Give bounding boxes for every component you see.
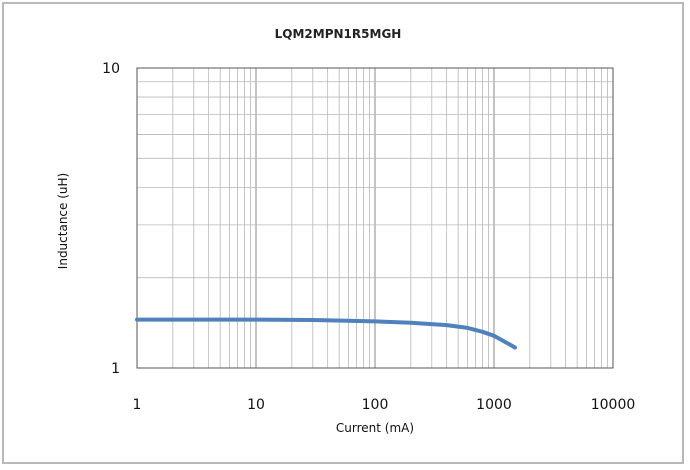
y-tick-label: 1 [111,361,120,377]
x-tick-labels: 1 10 100 1000 10000 [133,397,636,413]
chart-frame [2,2,684,464]
x-tick-label: 1000 [476,397,512,413]
x-tick-label: 100 [362,397,389,413]
x-axis-label: Current (mA) [336,421,414,435]
x-tick-label: 1 [133,397,142,413]
plot-border [136,67,614,369]
x-tick-label: 10 [247,397,265,413]
y-axis-label: Inductance (uH) [56,173,70,269]
series-line [135,317,517,350]
y-tick-label: 10 [102,61,120,77]
y-tick-labels: 1 10 [102,61,120,377]
chart-title: LQM2MPN1R5MGH [275,27,402,41]
x-tick-label: 10000 [591,397,636,413]
plot-area [135,317,517,350]
